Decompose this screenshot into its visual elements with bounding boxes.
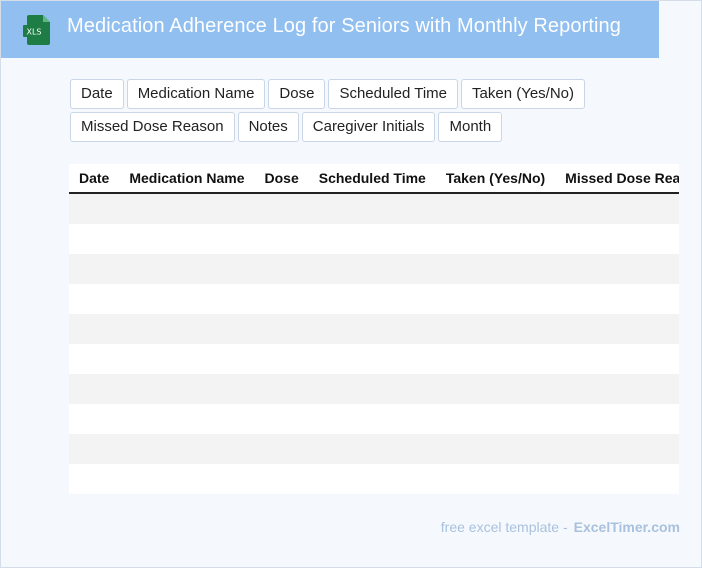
table-row (69, 254, 679, 284)
table-cell[interactable] (555, 193, 679, 224)
table-cell[interactable] (254, 314, 309, 344)
column-header: Date (69, 164, 120, 194)
table-cell[interactable] (69, 404, 120, 434)
table-cell[interactable] (119, 404, 255, 434)
table-cell[interactable] (119, 193, 255, 224)
table-cell[interactable] (119, 254, 255, 284)
table-cell[interactable] (308, 344, 436, 374)
field-tag-list: Date Medication Name Dose Scheduled Time Tak… (70, 79, 630, 142)
table-cell[interactable] (308, 314, 436, 344)
table-cell[interactable] (435, 434, 556, 464)
table-cell[interactable] (555, 344, 679, 374)
table-cell[interactable] (119, 224, 255, 254)
table-cell[interactable] (254, 193, 309, 224)
table-cell[interactable] (69, 314, 120, 344)
table-cell[interactable] (555, 404, 679, 434)
table-cell[interactable] (254, 464, 309, 494)
table-cell[interactable] (435, 404, 556, 434)
table-cell[interactable] (308, 434, 436, 464)
table-cell[interactable] (308, 284, 436, 314)
column-header: Scheduled Time (308, 164, 436, 194)
column-header: Medication Name (119, 164, 255, 194)
table-cell[interactable] (435, 254, 556, 284)
table-cell[interactable] (69, 344, 120, 374)
table-cell[interactable] (555, 284, 679, 314)
table-cell[interactable] (435, 193, 556, 224)
table-cell[interactable] (555, 314, 679, 344)
table-row (69, 464, 679, 494)
table-cell[interactable] (254, 434, 309, 464)
column-header: Dose (254, 164, 309, 194)
table-row (69, 193, 679, 224)
table-cell[interactable] (69, 284, 120, 314)
table-cell[interactable] (308, 404, 436, 434)
field-tag: Medication Name (126, 79, 266, 109)
table-cell[interactable] (308, 464, 436, 494)
table-cell[interactable] (308, 224, 436, 254)
table-cell[interactable] (69, 254, 120, 284)
table-cell[interactable] (254, 284, 309, 314)
table-cell[interactable] (69, 224, 120, 254)
field-tag: Scheduled Time (328, 79, 459, 109)
table-cell[interactable] (119, 344, 255, 374)
xls-icon-label: XLS (26, 28, 41, 37)
table-cell[interactable] (435, 314, 556, 344)
footer-prefix: free excel template - (440, 519, 568, 535)
column-header: Taken (Yes/No) (435, 164, 556, 194)
table-cell[interactable] (119, 284, 255, 314)
table-row (69, 224, 679, 254)
table-cell[interactable] (69, 193, 120, 224)
table-cell[interactable] (435, 374, 556, 404)
table-cell[interactable] (555, 374, 679, 404)
field-tag: Caregiver Initials (301, 112, 436, 142)
header-bar: XLS Medication Adherence Log for Seniors… (1, 1, 659, 58)
footer-credit: free excel template - ExcelTimer.com (441, 519, 680, 535)
table-cell[interactable] (119, 434, 255, 464)
table-row (69, 374, 679, 404)
table-cell[interactable] (254, 374, 309, 404)
table-cell[interactable] (555, 434, 679, 464)
table-cell[interactable] (435, 464, 556, 494)
field-tag: Dose (268, 79, 326, 109)
page-title: Medication Adherence Log for Seniors wit… (67, 15, 621, 37)
table-cell[interactable] (308, 374, 436, 404)
field-tag: Month (438, 112, 503, 142)
table-cell[interactable] (69, 464, 120, 494)
table-row (69, 344, 679, 374)
table-cell[interactable] (69, 374, 120, 404)
column-header: Missed Dose Reason (555, 164, 679, 194)
table-cell[interactable] (119, 374, 255, 404)
table-header-row: Date Medication Name Dose Scheduled Time Tak… (69, 164, 679, 194)
table-cell[interactable] (119, 464, 255, 494)
field-tag: Missed Dose Reason (70, 112, 235, 142)
medication-log-table: Date Medication Name Dose Scheduled Time Tak… (69, 164, 679, 494)
table-cell[interactable] (254, 254, 309, 284)
table-cell[interactable] (308, 193, 436, 224)
table-cell[interactable] (435, 284, 556, 314)
table-cell[interactable] (308, 254, 436, 284)
table-cell[interactable] (119, 314, 255, 344)
table-cell[interactable] (555, 224, 679, 254)
table-row (69, 404, 679, 434)
table-cell[interactable] (435, 344, 556, 374)
table-cell[interactable] (555, 464, 679, 494)
table-cell[interactable] (254, 344, 309, 374)
table-row (69, 314, 679, 344)
field-tag: Taken (Yes/No) (461, 79, 586, 109)
field-tag: Date (70, 79, 124, 109)
table-cell[interactable] (254, 224, 309, 254)
table-row (69, 434, 679, 464)
table-cell[interactable] (555, 254, 679, 284)
field-tag: Notes (237, 112, 299, 142)
xls-file-icon: XLS (23, 15, 51, 45)
log-table-container: Date Medication Name Dose Scheduled Time Tak… (69, 164, 679, 494)
table-cell[interactable] (435, 224, 556, 254)
table-row (69, 284, 679, 314)
table-cell[interactable] (254, 404, 309, 434)
footer-brand-link[interactable]: ExcelTimer.com (573, 519, 680, 535)
table-cell[interactable] (69, 434, 120, 464)
